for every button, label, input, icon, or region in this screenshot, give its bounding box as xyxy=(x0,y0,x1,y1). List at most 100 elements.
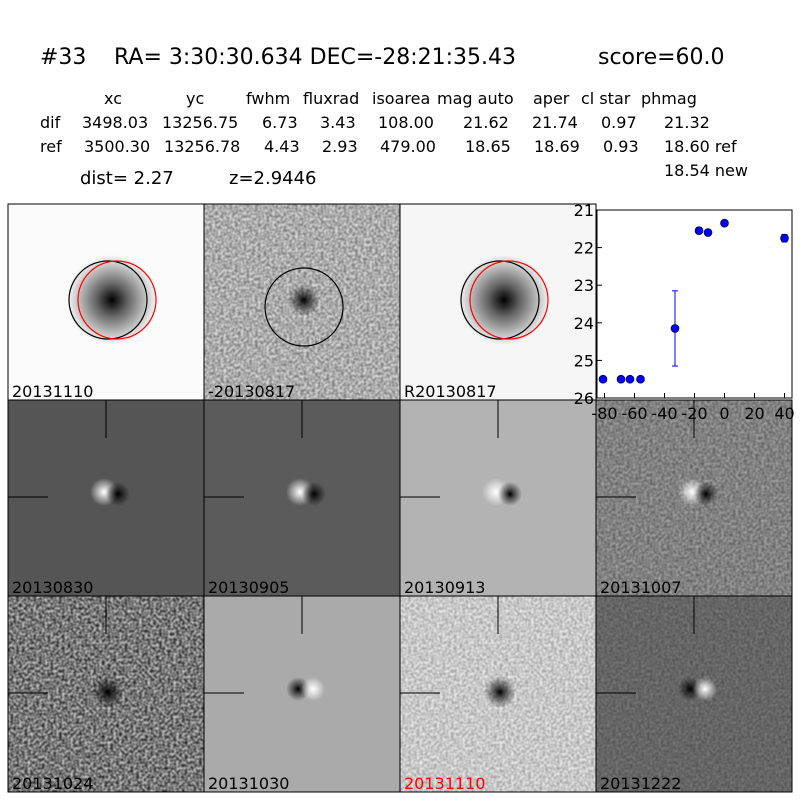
point xyxy=(636,374,645,384)
table-cell: 6.73 xyxy=(262,113,298,132)
table-cell: 18.60 ref xyxy=(664,137,737,156)
point xyxy=(703,228,713,237)
stamp-label: 20130905 xyxy=(208,578,289,597)
stamp-label: 20131024 xyxy=(12,774,93,793)
column-header: isoarea xyxy=(372,89,430,108)
stamp-image xyxy=(8,204,204,400)
source xyxy=(67,255,157,345)
x-tick-label: -60 xyxy=(621,404,647,423)
column-header: phmag xyxy=(641,89,697,108)
stamp: 20131110 xyxy=(7,203,205,401)
column-header: xc xyxy=(104,89,122,108)
stamp-label: 20130913 xyxy=(404,578,485,597)
table-cell: 21.62 xyxy=(463,113,509,132)
neg xyxy=(694,482,718,506)
stamp: 20130905 xyxy=(203,399,401,597)
redshift: z=2.9446 xyxy=(229,168,317,189)
stamp-label: 20131110 xyxy=(404,774,485,793)
table-cell: 13256.75 xyxy=(162,113,238,132)
column-header: yc xyxy=(186,89,204,108)
stamp: 20130830 xyxy=(7,399,205,597)
stamp: 20131110 xyxy=(399,595,597,793)
point xyxy=(625,374,635,384)
source xyxy=(459,255,549,345)
aperture xyxy=(68,260,148,340)
x-tick-label: 40 xyxy=(774,404,794,423)
extra-mag: 18.54 new xyxy=(664,161,748,180)
table-cell: 108.00 xyxy=(378,113,434,132)
row-label: ref xyxy=(40,137,62,156)
score: score=60.0 xyxy=(598,45,725,70)
table-cell: 0.93 xyxy=(603,137,639,156)
stamp: R20130817 xyxy=(399,203,597,401)
stamp-image xyxy=(596,400,792,596)
stamp-label: 20131030 xyxy=(208,774,289,793)
table-cell: 4.43 xyxy=(264,137,300,156)
pos xyxy=(693,677,717,701)
column-header: mag auto xyxy=(437,89,514,108)
x-tick-label: -20 xyxy=(681,404,707,423)
source xyxy=(92,676,124,708)
source xyxy=(484,676,516,708)
stamp-label: 20131110 xyxy=(12,382,93,401)
point xyxy=(598,374,608,384)
column-header: aper xyxy=(533,89,570,108)
stamp: -20130817 xyxy=(203,203,401,401)
stamp-image xyxy=(204,204,400,400)
stamp: 20131030 xyxy=(203,595,401,793)
y-tick-label: 26 xyxy=(574,389,594,408)
stamp-border xyxy=(595,595,793,793)
y-tick-label: 24 xyxy=(574,314,594,333)
table-cell: 21.74 xyxy=(532,113,578,132)
stamp-label: -20130817 xyxy=(208,382,295,401)
x-tick-label: 0 xyxy=(719,404,729,423)
stamp-label: 20131222 xyxy=(600,774,681,793)
dist: dist= 2.27 xyxy=(80,168,174,189)
stamp-label: 20131007 xyxy=(600,578,681,597)
plot-bg xyxy=(596,209,793,399)
y-tick-label: 22 xyxy=(574,239,594,258)
stamp: 20131007 xyxy=(595,399,793,597)
table-cell: 3498.03 xyxy=(82,113,148,132)
table-cell: 21.32 xyxy=(664,113,710,132)
x-tick-label: 20 xyxy=(744,404,764,423)
table-cell: 0.97 xyxy=(601,113,637,132)
column-header: fluxrad xyxy=(303,89,359,108)
stamp-label: R20130817 xyxy=(404,382,497,401)
aperture xyxy=(77,260,157,340)
aperture xyxy=(469,260,549,340)
aperture xyxy=(264,267,344,347)
coordinates: RA= 3:30:30.634 DEC=-28:21:35.43 xyxy=(114,45,516,70)
column-header: cl star xyxy=(581,89,631,108)
table-cell: 3500.30 xyxy=(84,137,150,156)
source xyxy=(288,284,320,316)
stamp: 20131222 xyxy=(595,595,793,793)
table-cell: 18.65 xyxy=(465,137,511,156)
aperture xyxy=(460,260,540,340)
x-tick-label: -80 xyxy=(591,404,617,423)
point xyxy=(694,226,704,235)
stamp-label: 20130830 xyxy=(12,578,93,597)
stamp: 20131024 xyxy=(7,595,205,793)
table-cell: 479.00 xyxy=(380,137,436,156)
point xyxy=(670,324,680,333)
point xyxy=(616,374,626,384)
row-label: dif xyxy=(40,113,61,132)
neg xyxy=(302,482,326,506)
stamp: 20130913 xyxy=(399,399,597,597)
table-cell: 2.93 xyxy=(322,137,358,156)
x-tick-label: -40 xyxy=(651,404,677,423)
point xyxy=(780,233,789,243)
table-cell: 18.69 xyxy=(534,137,580,156)
pos xyxy=(301,677,325,701)
column-header: fwhm xyxy=(246,89,290,108)
point xyxy=(720,218,729,228)
table-cell: 3.43 xyxy=(320,113,356,132)
stamp-image xyxy=(400,204,596,400)
y-tick-label: 21 xyxy=(574,201,594,220)
y-tick-label: 23 xyxy=(574,276,594,295)
table-cell: 13256.78 xyxy=(164,137,240,156)
neg xyxy=(498,482,522,506)
stamp-image xyxy=(400,596,596,792)
